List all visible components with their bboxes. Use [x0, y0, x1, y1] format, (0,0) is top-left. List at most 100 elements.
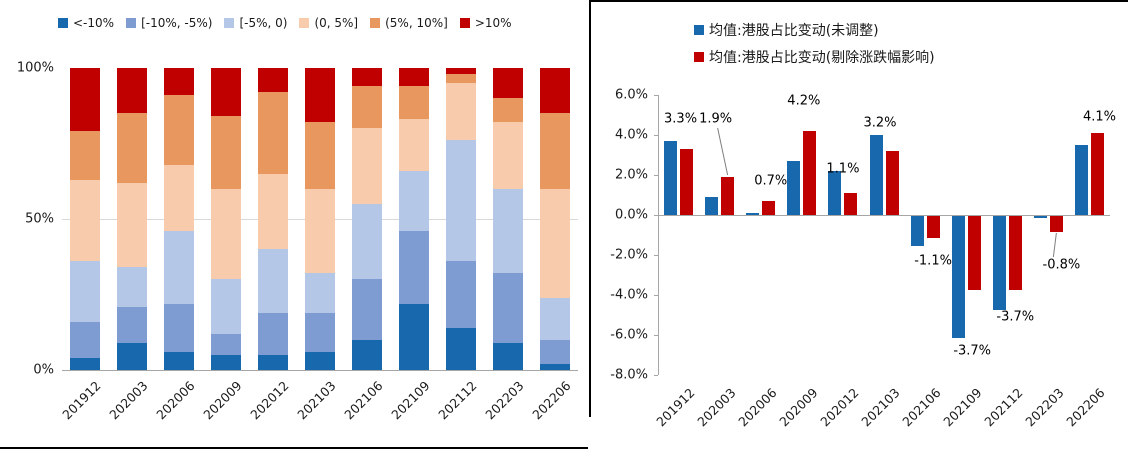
stacked-bar-segment	[258, 249, 289, 313]
stacked-bar-segment	[211, 188, 242, 280]
stacked-bar-segment	[445, 68, 476, 75]
stacked-bar-segment	[539, 297, 570, 340]
stacked-bar-segment	[70, 261, 101, 322]
stacked-bar-segment	[70, 321, 101, 358]
stacked-bar-segment	[398, 86, 429, 120]
stacked-bar-segment	[70, 131, 101, 180]
legend-label: [-5%, 0)	[239, 16, 288, 30]
leader-lines-layer	[717, 127, 1057, 258]
data-label: 1.9%	[699, 111, 733, 127]
data-label: 4.2%	[787, 93, 821, 109]
y-axis-tick-mark	[654, 175, 658, 176]
stacked-bar-segment	[492, 98, 523, 123]
legend-swatch-icon	[58, 18, 68, 28]
stacked-bar-segment	[211, 354, 242, 370]
stacked-bar-segment	[164, 351, 195, 370]
stacked-bar-segment	[117, 306, 148, 343]
grouped-bar	[680, 149, 694, 215]
legend-swatch-icon	[459, 18, 470, 28]
data-label: 3.2%	[863, 115, 897, 131]
y-axis-tick-label: 100%	[16, 60, 54, 76]
data-label: -3.7%	[953, 343, 992, 359]
stacked-bar-segment	[492, 342, 523, 370]
divider-vertical-middle	[589, 0, 591, 417]
stacked-bar-segment	[164, 231, 195, 304]
right-chart-panel: 均值:港股占比变动(未调整) 均值:港股占比变动(剔除涨跌幅影响) 6.0% 4.0%…	[590, 0, 1128, 451]
data-label: -1.1%	[914, 253, 952, 269]
stacked-bar-segment	[492, 273, 523, 343]
stacked-bar-segment	[305, 312, 335, 352]
data-label: -3.7%	[996, 309, 1035, 325]
stacked-bar-segment	[117, 342, 148, 370]
grouped-bar	[762, 201, 776, 215]
stacked-bar-segment	[117, 182, 148, 268]
stacked-bar-segment	[211, 116, 242, 189]
leader-line	[1052, 232, 1057, 258]
legend-swatch-icon	[694, 25, 704, 35]
legend-item-3: (0, 5%]	[299, 16, 358, 30]
grouped-bar	[1033, 216, 1047, 218]
legend-label: 均值:港股占比变动(未调整)	[709, 23, 879, 39]
stacked-bar-segment	[211, 333, 242, 355]
y-axis-tick-mark	[654, 135, 658, 136]
stacked-bar-segment	[117, 267, 148, 307]
legend-swatch-icon	[370, 18, 381, 28]
y-axis-line	[658, 95, 659, 375]
x-axis-line	[62, 370, 578, 371]
y-axis-tick-label: -6.0%	[610, 327, 648, 343]
stacked-bar-segment	[164, 303, 195, 352]
data-label: 1.1%	[826, 161, 860, 177]
legend-item-2: [-5%, 0)	[224, 16, 287, 30]
y-axis-tick-label: -4.0%	[610, 287, 648, 303]
y-axis-tick-label: 0%	[33, 362, 54, 378]
legend-item-1: [-10%, -5%)	[126, 16, 212, 30]
stacked-bar-segment	[492, 68, 523, 99]
stacked-bar-segment	[351, 339, 382, 370]
grouped-bar	[869, 135, 883, 215]
grouped-bar	[1090, 133, 1104, 215]
grouped-bar	[885, 151, 899, 215]
legend-label: (5%, 10%]	[385, 16, 448, 30]
legend-label: >10%	[474, 16, 512, 30]
stacked-bar-segment	[445, 140, 476, 262]
grouped-bar	[705, 197, 719, 215]
y-axis-tick-label: 4.0%	[614, 127, 648, 143]
y-axis-tick-mark	[654, 95, 658, 96]
y-axis-tick-label: -2.0%	[610, 247, 648, 263]
grouped-bar	[828, 171, 842, 215]
stacked-bar-segment	[539, 113, 570, 189]
y-axis-tick-mark	[654, 375, 658, 376]
zero-line	[658, 215, 1110, 216]
y-axis-tick-mark	[654, 335, 658, 336]
grouped-bar	[910, 216, 924, 246]
stacked-bar-segment	[70, 357, 101, 370]
legend-swatch-icon	[224, 18, 235, 28]
stacked-bar-segment	[305, 122, 335, 189]
y-axis-tick-label: 0.0%	[614, 207, 648, 223]
stacked-bar-segment	[258, 312, 289, 355]
stacked-bar-segment	[258, 68, 289, 93]
stacked-bar-segment	[445, 327, 476, 370]
grouped-bar	[1008, 216, 1022, 290]
stacked-bar-segment	[445, 83, 476, 141]
stacked-bar-segment	[211, 279, 242, 334]
legend-item-4: (5%, 10%]	[370, 16, 448, 30]
grouped-bar	[1074, 145, 1088, 215]
stacked-bar-segment	[351, 128, 382, 204]
legend-swatch-icon	[694, 52, 704, 62]
stacked-bar-segment	[398, 119, 429, 171]
y-axis-tick-mark	[654, 215, 658, 216]
divider-bottom-left	[0, 447, 588, 449]
left-chart-legend: <-10% [-10%, -5%) [-5%, 0) (0, 5%] (5%, 10%]…	[58, 16, 512, 30]
stacked-bar-segment	[258, 173, 289, 250]
stacked-bar-segment	[117, 113, 148, 183]
stacked-bar-segment	[351, 203, 382, 280]
stacked-bar-segment	[398, 170, 429, 232]
stacked-bar-segment	[70, 179, 101, 262]
grouped-bar	[951, 216, 965, 338]
stacked-bar-segment	[211, 68, 242, 117]
stacked-bar-segment	[492, 188, 523, 274]
stacked-bar-segment	[164, 95, 195, 165]
stacked-bar-segment	[539, 363, 570, 370]
